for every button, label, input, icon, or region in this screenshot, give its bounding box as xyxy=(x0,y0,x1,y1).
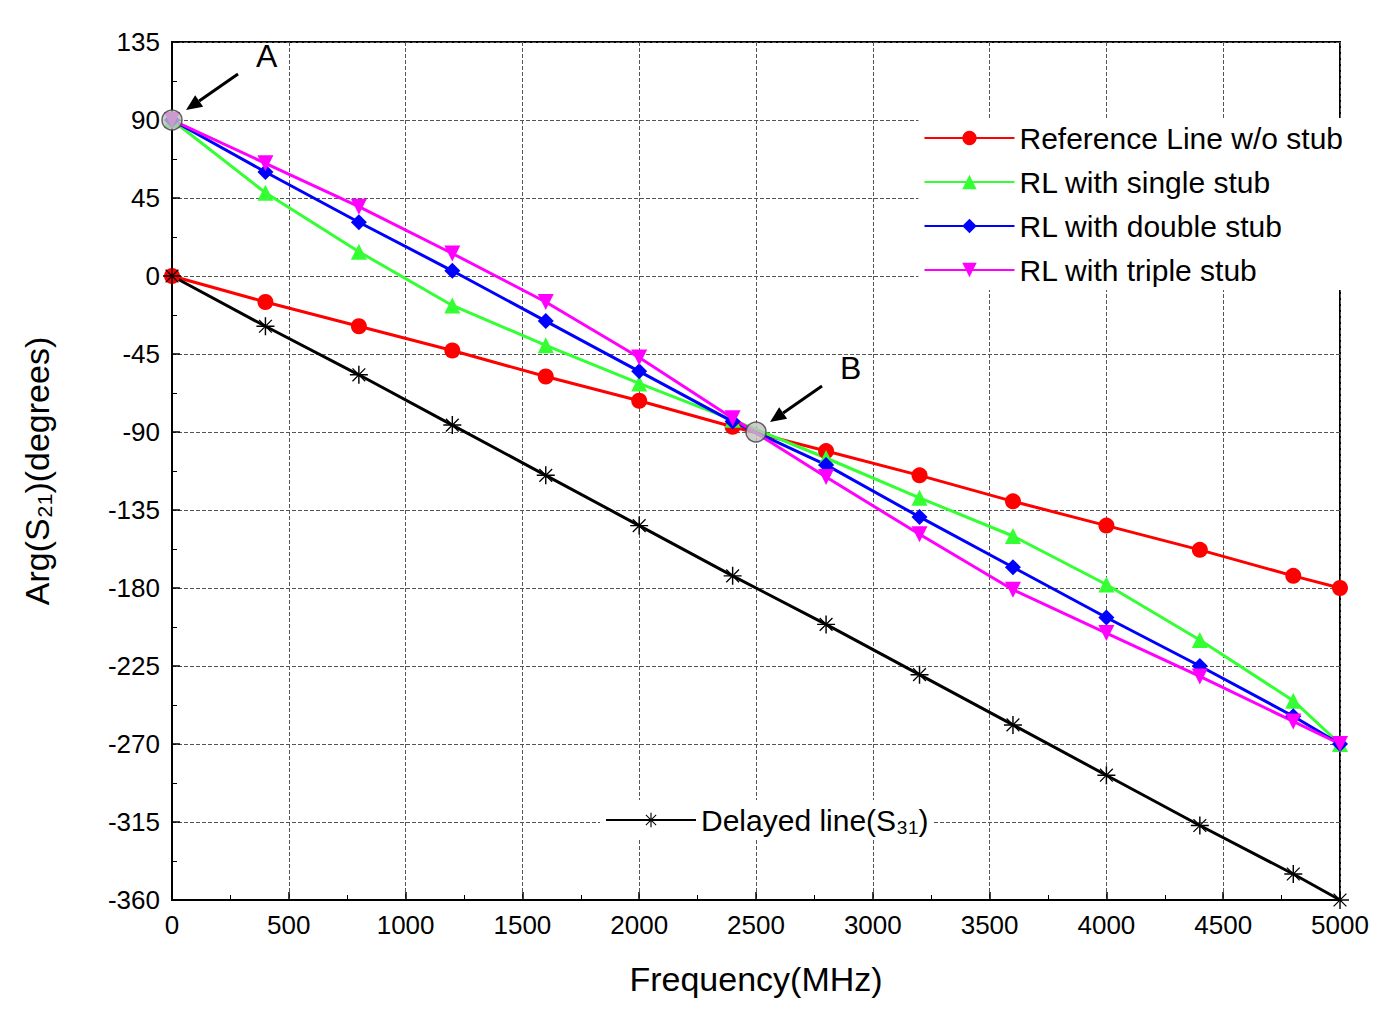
svg-text:2000: 2000 xyxy=(610,910,668,940)
svg-text:-135: -135 xyxy=(108,495,160,525)
svg-text:4500: 4500 xyxy=(1194,910,1252,940)
svg-text:-315: -315 xyxy=(108,807,160,837)
svg-text:500: 500 xyxy=(267,910,310,940)
svg-text:90: 90 xyxy=(131,105,160,135)
svg-text:A: A xyxy=(256,38,278,74)
svg-text:3500: 3500 xyxy=(961,910,1019,940)
svg-text:-360: -360 xyxy=(108,885,160,915)
svg-text:RL with triple stub: RL with triple stub xyxy=(1019,254,1256,287)
svg-text:1500: 1500 xyxy=(493,910,551,940)
svg-text:135: 135 xyxy=(117,27,160,57)
svg-text:-90: -90 xyxy=(122,417,160,447)
svg-text:Arg(S₂₁)(degrees): Arg(S₂₁)(degrees) xyxy=(18,337,56,605)
svg-text:0: 0 xyxy=(165,910,179,940)
svg-text:45: 45 xyxy=(131,183,160,213)
svg-text:3000: 3000 xyxy=(844,910,902,940)
svg-text:Delayed line(S₃₁): Delayed line(S₃₁) xyxy=(701,804,928,837)
svg-text:Reference Line w/o stub: Reference Line w/o stub xyxy=(1019,122,1343,155)
svg-text:-45: -45 xyxy=(122,339,160,369)
svg-text:RL with double stub: RL with double stub xyxy=(1019,210,1281,243)
svg-text:-180: -180 xyxy=(108,573,160,603)
svg-text:RL with single stub: RL with single stub xyxy=(1019,166,1270,199)
svg-text:B: B xyxy=(840,350,861,386)
svg-text:0: 0 xyxy=(146,261,160,291)
svg-text:2500: 2500 xyxy=(727,910,785,940)
svg-text:-225: -225 xyxy=(108,651,160,681)
svg-text:Frequency(MHz): Frequency(MHz) xyxy=(629,960,882,998)
svg-text:4000: 4000 xyxy=(1077,910,1135,940)
svg-text:5000: 5000 xyxy=(1311,910,1369,940)
svg-text:-270: -270 xyxy=(108,729,160,759)
svg-text:1000: 1000 xyxy=(377,910,435,940)
